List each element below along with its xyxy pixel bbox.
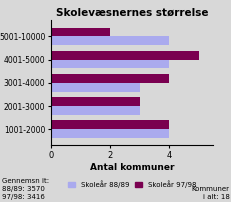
Bar <box>51 120 168 129</box>
Text: Gennemsn it:
88/89: 3570
97/98: 3416: Gennemsn it: 88/89: 3570 97/98: 3416 <box>2 178 49 200</box>
Bar <box>51 74 168 83</box>
Text: Kommuner
i alt: 18: Kommuner i alt: 18 <box>191 186 229 200</box>
Bar <box>51 36 168 45</box>
Bar <box>51 106 139 115</box>
Bar <box>51 129 168 138</box>
Bar <box>51 60 168 68</box>
Bar <box>51 28 110 36</box>
Bar <box>51 97 139 106</box>
Bar <box>51 83 139 92</box>
Legend: Skoleår 88/89, Skoleår 97/98: Skoleår 88/89, Skoleår 97/98 <box>65 177 198 190</box>
Text: Antal kommuner: Antal kommuner <box>90 163 174 172</box>
Title: Skolevæsnernes størrelse: Skolevæsnernes størrelse <box>56 8 208 18</box>
Bar <box>51 51 198 60</box>
